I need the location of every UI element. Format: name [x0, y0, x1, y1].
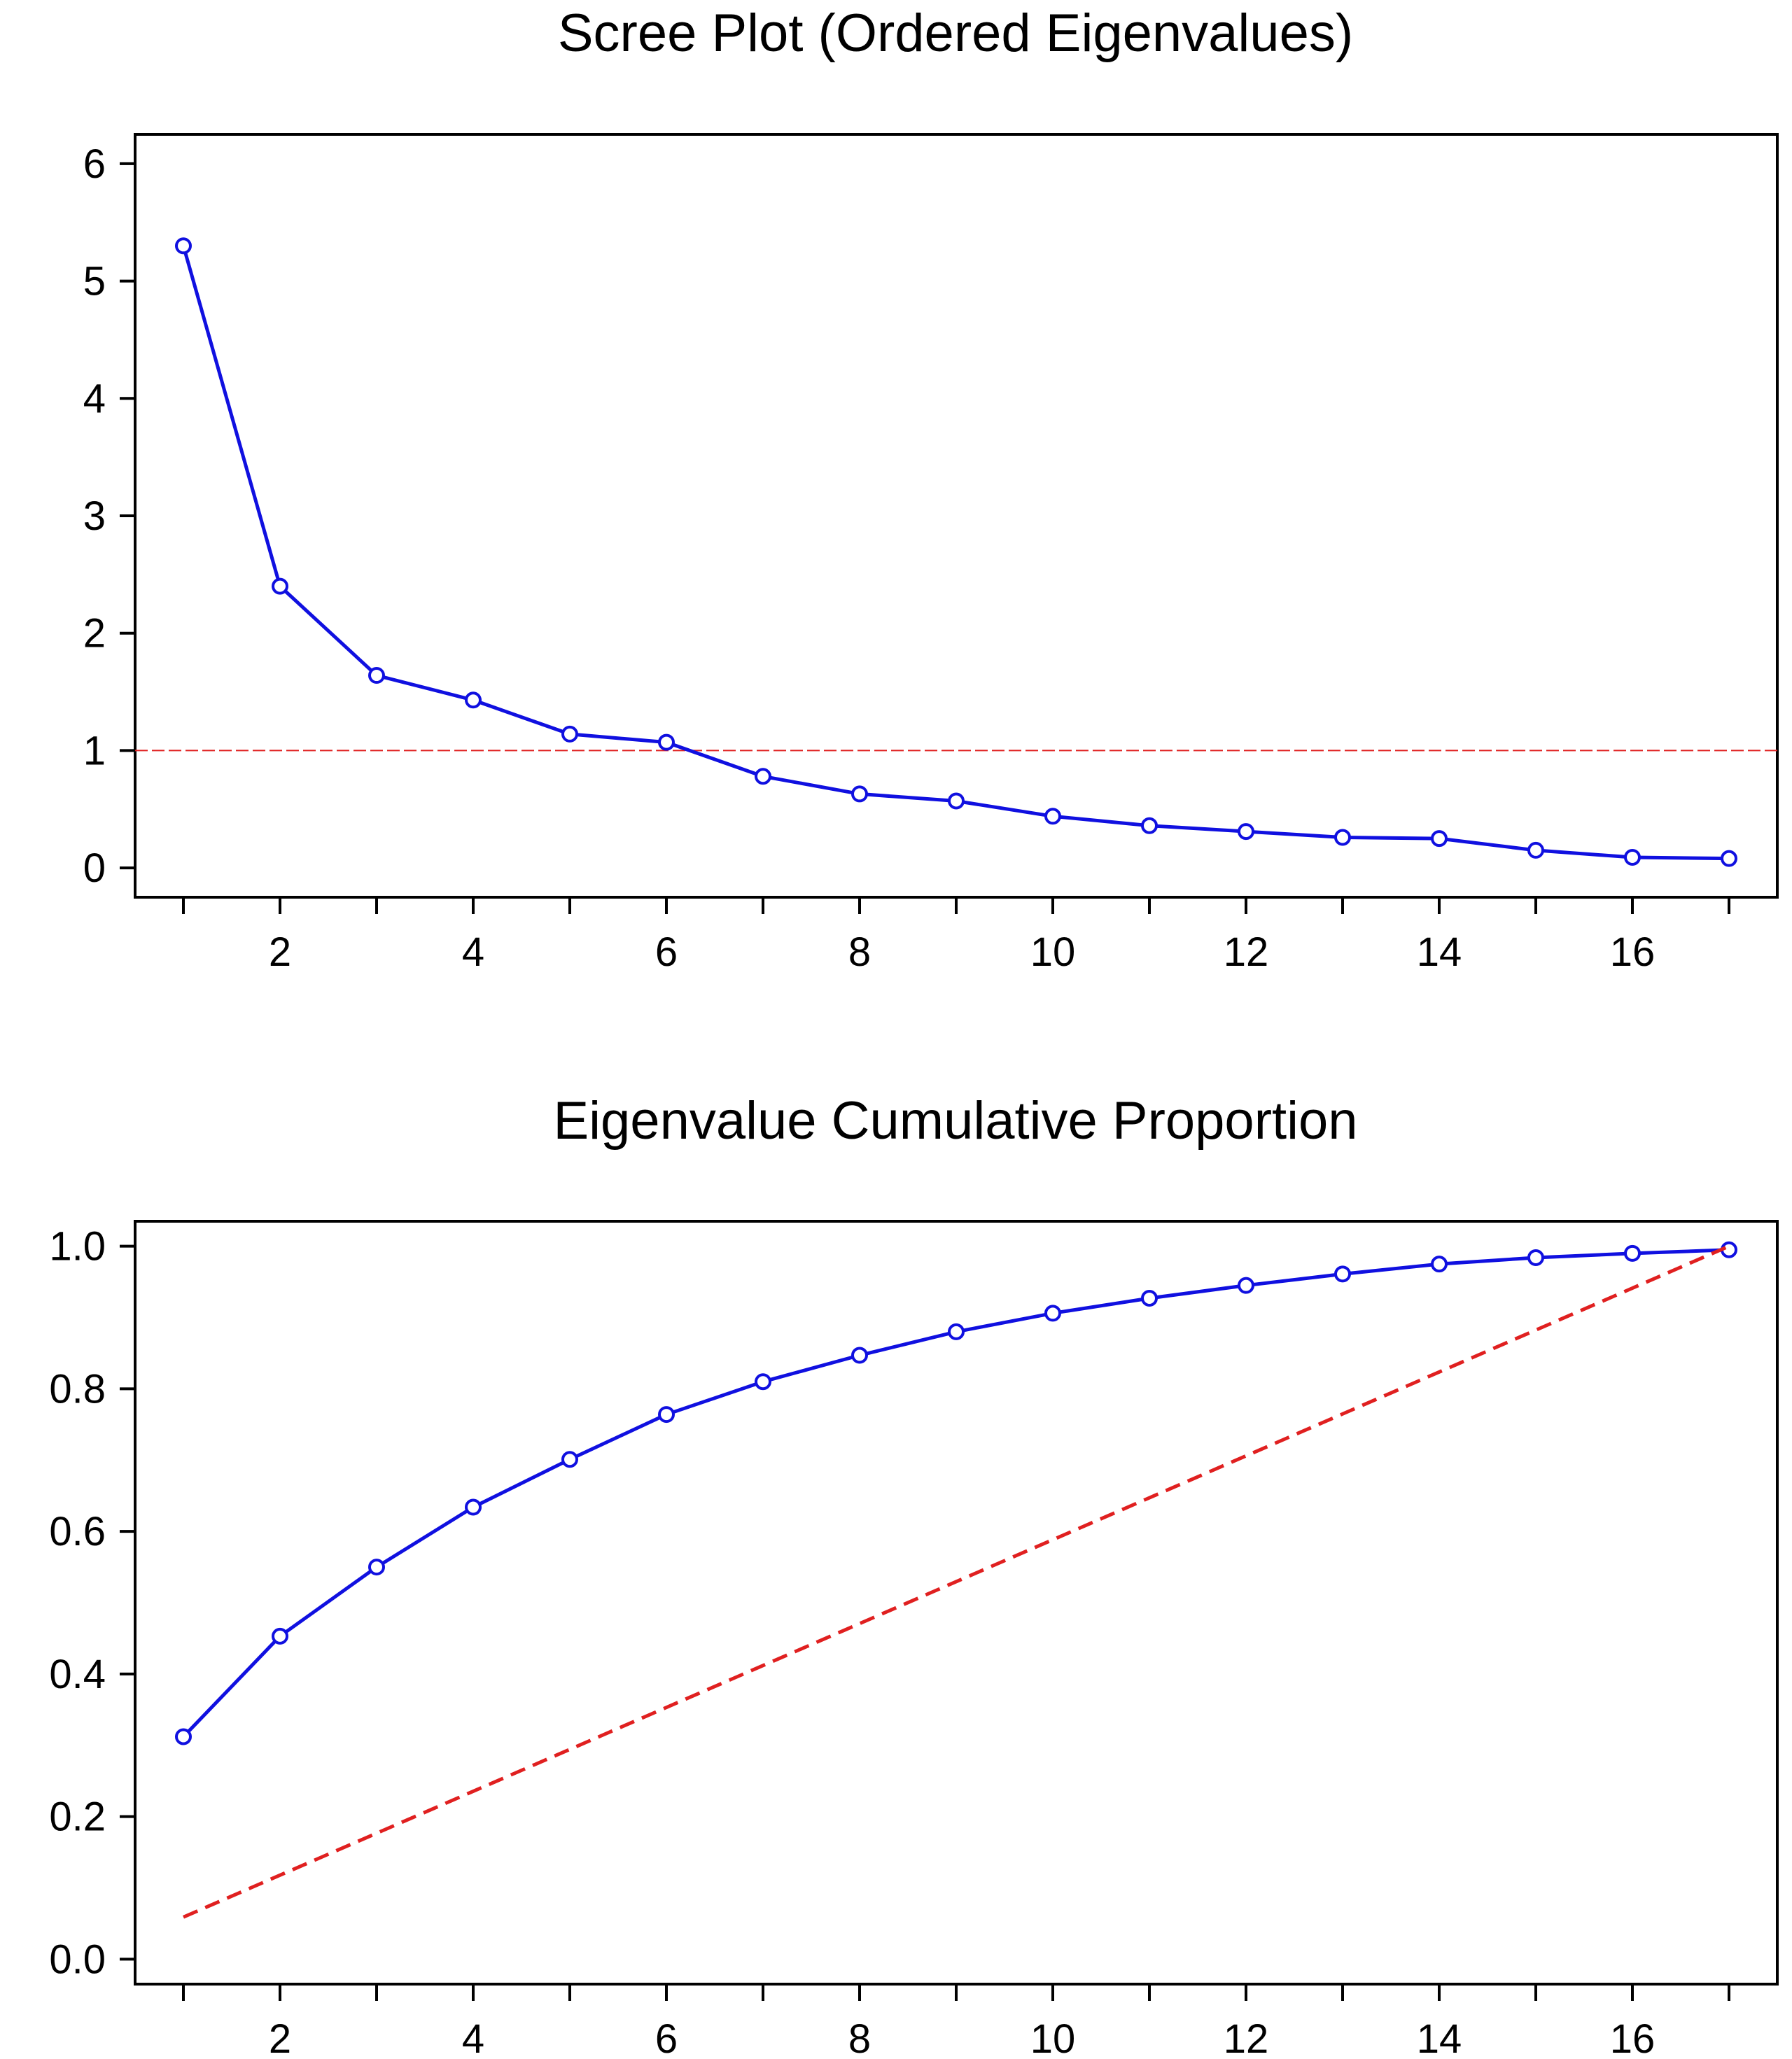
- data-point: [561, 725, 578, 743]
- data-point: [1527, 1249, 1544, 1266]
- x-axis-ticks: 2 4 6 8 10 12 14 16: [182, 1984, 1730, 2059]
- x-tick-label: 10: [1030, 929, 1076, 975]
- x-tick-label: 6: [655, 929, 678, 975]
- data-point: [1334, 1265, 1351, 1283]
- data-point: [1431, 1256, 1448, 1273]
- x-tick-label: 8: [848, 929, 871, 975]
- data-point: [175, 237, 192, 255]
- data-point: [755, 1373, 771, 1391]
- y-tick-label: 1: [83, 728, 106, 773]
- data-point: [755, 768, 771, 785]
- data-point: [1238, 823, 1254, 841]
- chart-title: Scree Plot (Ordered Eigenvalues): [558, 3, 1353, 63]
- x-tick-label: 8: [848, 2016, 871, 2059]
- y-tick-label: 0: [83, 845, 106, 891]
- chart-title: Eigenvalue Cumulative Proportion: [553, 1091, 1357, 1151]
- y-axis-ticks: 0.0 0.2 0.4 0.6 0.8 1.0: [49, 1224, 135, 1982]
- data-point: [948, 1323, 965, 1340]
- data-point: [1527, 841, 1544, 859]
- data-point: [1624, 1244, 1641, 1262]
- y-tick-label: 0.2: [49, 1794, 106, 1840]
- x-tick-label: 4: [462, 2016, 484, 2059]
- data-point: [1044, 1305, 1061, 1322]
- data-point: [368, 1559, 385, 1576]
- data-point: [1624, 848, 1641, 866]
- data-point: [851, 785, 868, 803]
- data-point: [1141, 1290, 1158, 1307]
- data-point: [465, 1498, 482, 1516]
- x-tick-label: 10: [1030, 2016, 1076, 2059]
- x-tick-label: 2: [269, 929, 291, 975]
- x-axis-ticks: 2 4 6 8 10 12 14 16: [182, 897, 1730, 975]
- y-tick-label: 1.0: [49, 1224, 106, 1270]
- reference-series-line: [183, 1244, 1730, 1919]
- x-tick-label: 6: [655, 2016, 678, 2059]
- y-tick-label: 2: [83, 611, 106, 656]
- y-tick-label: 3: [83, 493, 106, 539]
- x-tick-label: 16: [1610, 2016, 1656, 2059]
- data-point: [272, 577, 288, 595]
- data-point: [272, 1627, 288, 1645]
- series-group: [175, 237, 1737, 867]
- x-tick-label: 14: [1417, 929, 1462, 975]
- data-point: [658, 733, 675, 751]
- data-point: [1334, 829, 1351, 846]
- series-group: [175, 1241, 1737, 1919]
- data-point: [1721, 850, 1737, 867]
- data-point: [368, 667, 385, 684]
- data-point: [1044, 808, 1061, 825]
- x-tick-label: 4: [462, 929, 484, 975]
- y-axis-ticks: 0 1 2 3 4 5 6: [83, 141, 135, 891]
- data-point: [1238, 1277, 1254, 1294]
- x-tick-label: 14: [1417, 2016, 1462, 2059]
- data-point: [948, 792, 965, 810]
- y-tick-label: 0.8: [49, 1366, 106, 1412]
- data-point: [175, 1728, 192, 1745]
- data-point: [851, 1347, 868, 1364]
- y-tick-label: 0.6: [49, 1509, 106, 1554]
- y-tick-label: 0.4: [49, 1652, 106, 1697]
- data-point: [1431, 830, 1448, 848]
- data-point: [658, 1406, 675, 1424]
- data-point: [1141, 817, 1158, 834]
- plot-area-frame: [134, 1220, 1779, 1986]
- x-tick-label: 12: [1224, 2016, 1269, 2059]
- data-point: [561, 1451, 578, 1468]
- x-tick-label: 2: [269, 2016, 291, 2059]
- cumulative-proportion-chart: Eigenvalue Cumulative Proportion 0.00.20…: [49, 1091, 1779, 2059]
- y-tick-label: 4: [83, 376, 106, 421]
- y-tick-label: 5: [83, 259, 106, 304]
- data-point: [465, 691, 482, 709]
- x-tick-label: 12: [1224, 929, 1269, 975]
- scree-plot-chart: Scree Plot (Ordered Eigenvalues) 0123456…: [83, 3, 1779, 975]
- y-tick-label: 6: [83, 141, 106, 187]
- plot-area-frame: [134, 133, 1779, 899]
- y-tick-label: 0.0: [49, 1937, 106, 1982]
- x-tick-label: 16: [1610, 929, 1656, 975]
